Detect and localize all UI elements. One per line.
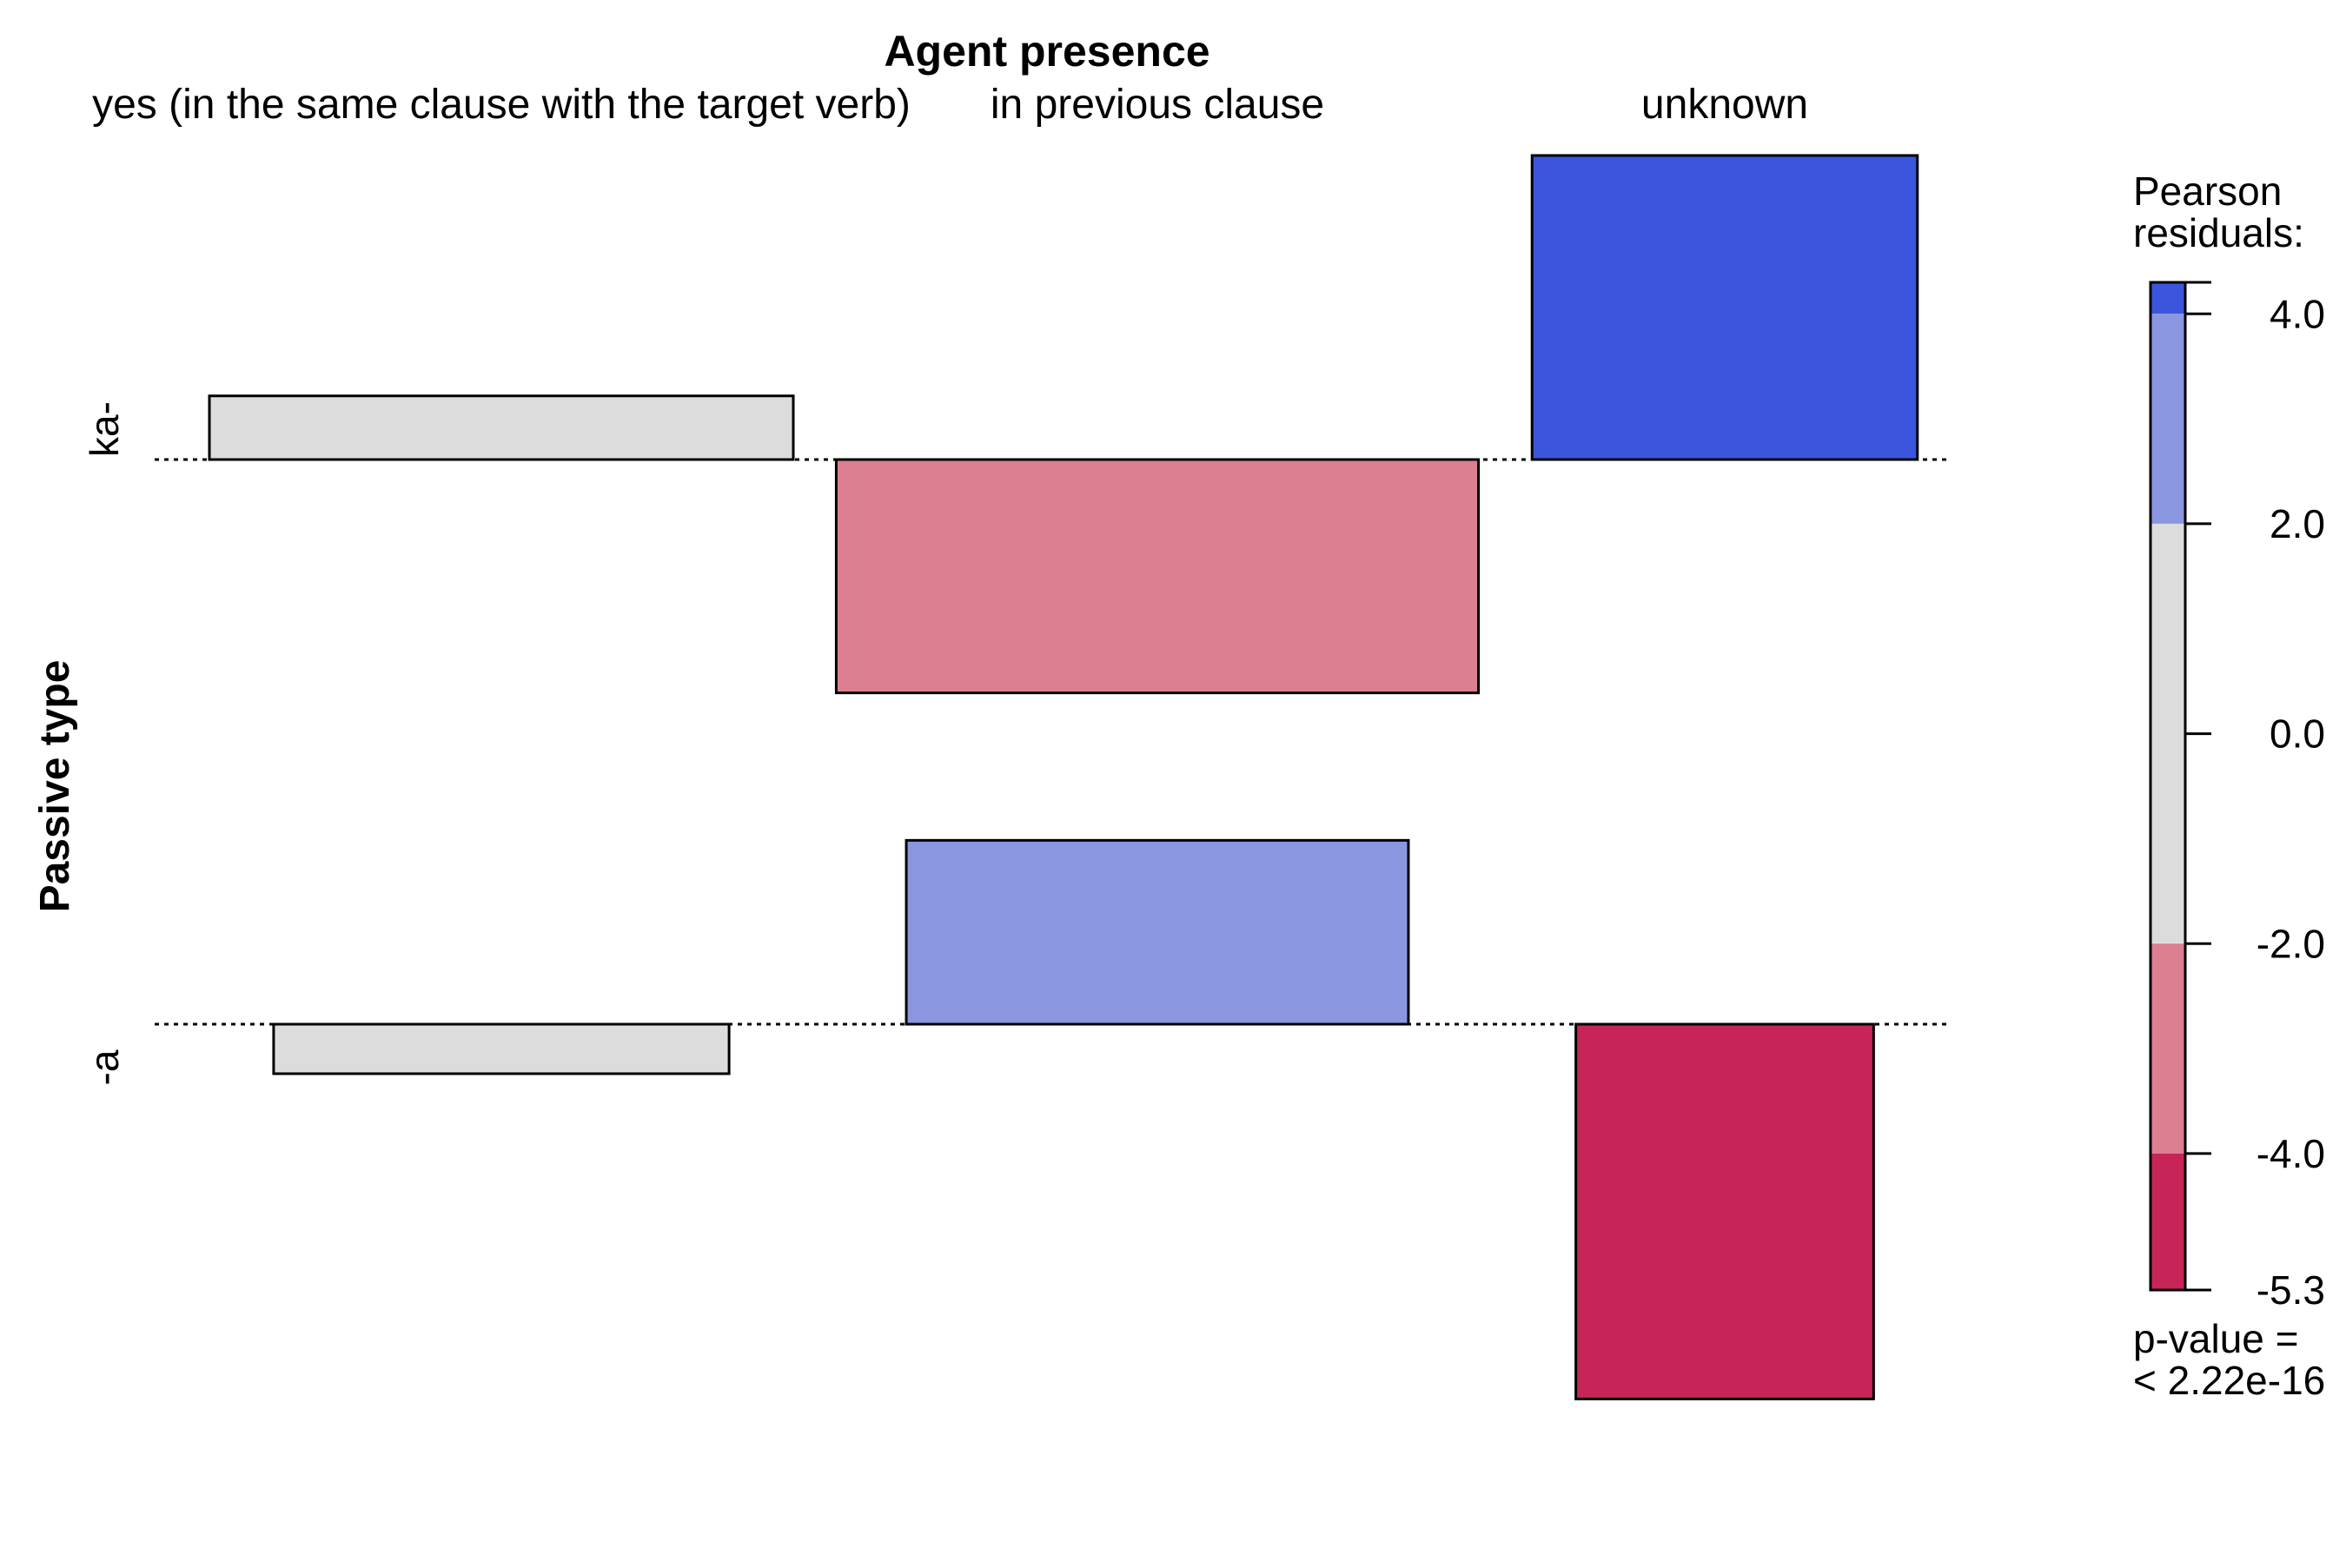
legend-tick-label: -4.0 [2257, 1131, 2325, 1176]
residual-bar [272, 1022, 731, 1075]
column-label: yes (in the same clause with the target … [92, 82, 911, 128]
legend-tick-label: 2.0 [2270, 501, 2325, 546]
residual-bar [1530, 154, 1919, 461]
legend-color-band [2150, 1153, 2185, 1290]
column-labels: yes (in the same clause with the target … [92, 82, 1808, 128]
legend-color-band [2150, 523, 2185, 944]
legend-title-line: residuals: [2133, 210, 2304, 255]
legend-color-band [2150, 943, 2185, 1154]
legend-tick-label: -2.0 [2257, 921, 2325, 966]
row-label: ka- [82, 401, 127, 457]
row-variable-title: Passive type [32, 660, 78, 913]
chart-title: Agent presence [884, 27, 1209, 76]
legend-tick-label: 0.0 [2270, 711, 2325, 757]
legend-tick-label: 4.0 [2270, 291, 2325, 336]
legend-color-band [2150, 282, 2185, 314]
row-labels: ka- -a [82, 401, 127, 1085]
residual-bar [1574, 1022, 1875, 1400]
residual-bar [208, 394, 795, 461]
column-label: unknown [1641, 82, 1808, 128]
legend-color-band [2150, 314, 2185, 524]
residual-bar [834, 458, 1481, 695]
p-value-line: p-value = [2133, 1316, 2299, 1361]
legend-title-line: Pearson [2133, 169, 2282, 214]
column-label: in previous clause [991, 82, 1324, 128]
residual-bar [905, 838, 1410, 1026]
p-value-line: < 2.22e-16 [2133, 1358, 2325, 1403]
legend-tick-label: -5.3 [2257, 1267, 2325, 1313]
row-label: -a [82, 1049, 127, 1085]
legend-frame [2149, 281, 2187, 1292]
residual-bars [208, 154, 1919, 1400]
